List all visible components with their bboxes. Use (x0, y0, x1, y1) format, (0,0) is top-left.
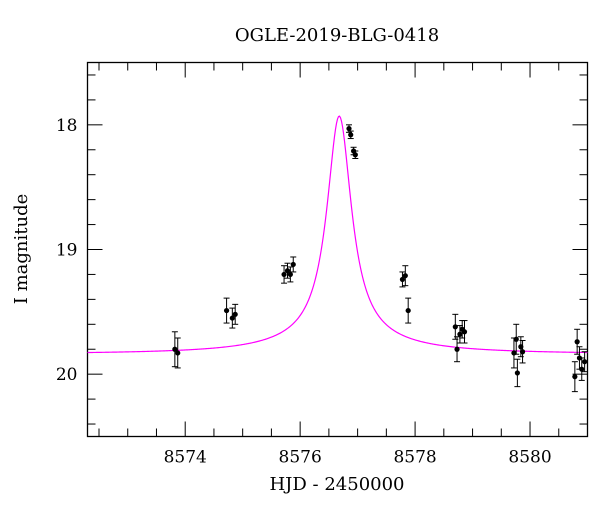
point-marker (352, 152, 358, 158)
point-marker (457, 331, 463, 337)
point-marker (281, 271, 287, 278)
point-marker (572, 374, 578, 380)
x-tick-label: 8576 (279, 448, 322, 468)
point-marker (284, 268, 291, 274)
point-marker (579, 366, 585, 372)
x-tick-label: 8578 (393, 448, 436, 468)
point-marker (405, 307, 411, 314)
data-point (402, 265, 409, 287)
data-point (399, 271, 406, 288)
data-point (571, 361, 578, 393)
data-point (284, 262, 291, 279)
y-axis-label: I magnitude (11, 194, 32, 305)
point-marker (346, 125, 352, 132)
data-point (452, 313, 459, 340)
data-point (223, 297, 230, 324)
data-point (461, 320, 468, 344)
point-marker (461, 329, 468, 335)
axis-ticks (87, 62, 588, 437)
data-point (347, 130, 354, 140)
x-tick-label: 8574 (164, 448, 207, 468)
data-point (171, 331, 178, 368)
data-point (514, 358, 521, 388)
point-marker (513, 336, 519, 342)
data-point (352, 150, 359, 159)
data-point (513, 323, 520, 355)
data-point (229, 307, 236, 329)
point-marker (232, 311, 238, 317)
point-marker (290, 261, 296, 268)
data-points (171, 124, 588, 393)
x-tick-label: 8580 (508, 448, 551, 468)
data-point (581, 351, 588, 373)
data-point (578, 357, 585, 381)
point-marker (175, 350, 181, 356)
y-tick-label: 19 (56, 241, 78, 261)
point-marker (399, 276, 406, 283)
point-marker (574, 339, 580, 345)
point-marker (402, 273, 408, 279)
model-curve (87, 115, 588, 354)
data-point (454, 336, 461, 363)
y-tick-label: 18 (56, 116, 78, 136)
point-marker (223, 307, 230, 314)
point-marker (348, 132, 354, 138)
data-point (574, 328, 581, 355)
data-point (519, 340, 526, 364)
x-axis-label: HJD - 2450000 (269, 474, 404, 495)
data-point (405, 297, 412, 324)
point-marker (452, 324, 458, 330)
point-marker (514, 370, 520, 376)
data-point (174, 337, 181, 369)
point-marker (582, 359, 588, 365)
data-point (287, 266, 294, 283)
y-tick-label: 20 (56, 365, 78, 385)
point-marker (454, 346, 460, 352)
data-point (290, 256, 297, 273)
chart-title: OGLE-2019-BLG-0418 (235, 25, 439, 46)
point-marker (519, 349, 526, 355)
data-point (281, 265, 288, 284)
point-marker (172, 346, 178, 352)
tick-labels: 8574 8576 8578 8580 18 19 20 (56, 116, 552, 468)
point-marker (287, 271, 293, 278)
point-marker (229, 315, 235, 321)
data-point (232, 303, 239, 325)
